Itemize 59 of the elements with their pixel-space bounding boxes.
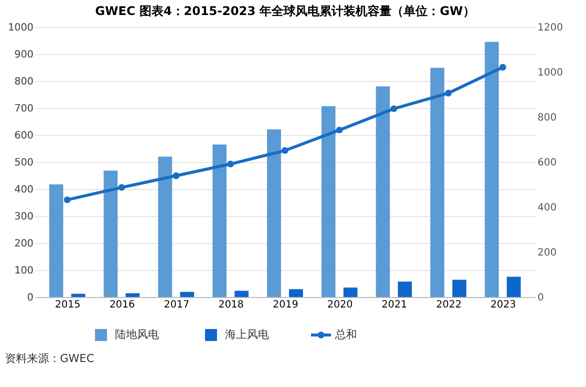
y-tick-label: 500 [14,158,34,168]
y-tick-label: 100 [14,266,34,276]
point [390,105,398,112]
x-tick-label: 2017 [164,300,190,310]
y-tick-label: 700 [14,104,34,114]
legend-label: 陆地风电 [115,328,159,341]
y2-tick-label: 400 [538,202,557,214]
y-tick-label: 800 [14,76,34,88]
y2-tick-label: 600 [538,158,557,168]
y2-tick-label: 1200 [538,22,563,34]
bar [71,294,86,297]
bar [234,290,249,297]
bar [104,170,118,297]
bar [180,292,194,297]
y-tick-label: 900 [14,50,34,60]
point [64,196,71,204]
x-tick-label: 2022 [436,300,462,310]
y-tick-label: 600 [14,130,34,142]
point [172,172,180,180]
bar [158,156,172,297]
bar [126,293,140,297]
point [118,184,126,191]
bar [321,106,336,297]
x-tick-label: 2023 [490,300,516,310]
bar [398,282,412,297]
y2-tick-label: 200 [538,248,557,258]
legend-label: 海上风电 [225,328,269,341]
bar [212,144,227,297]
y-tick-label: 200 [14,238,34,250]
x-tick-label: 2015 [54,300,80,310]
x-tick-label: 2021 [382,300,408,310]
chart-title: GWEC 图表4：2015-2023 年全球风电累计装机容量（单位：GW） [95,4,475,18]
y-tick-label: 1000 [8,22,34,34]
point [336,126,343,134]
text: 资料来源：GWEC [5,352,94,365]
bar [289,289,303,297]
bar [343,288,358,297]
x-tick-label: 2019 [272,300,298,310]
point [444,90,452,96]
y-tick-label: 400 [14,184,34,196]
bar [506,276,521,297]
bar [267,129,281,297]
bar [484,42,499,297]
x-tick-label: 2016 [109,300,135,310]
bar [49,184,64,297]
y2-tick-label: 1000 [538,68,563,78]
y2-tick-label: 0 [538,292,544,304]
point [499,64,506,71]
bar [452,280,466,297]
x-tick-label: 2018 [218,300,244,310]
point [282,147,288,154]
y-tick-label: 300 [14,212,34,222]
bar [376,86,390,297]
bar [430,68,444,297]
x-tick-label: 2020 [327,300,353,310]
y2-tick-label: 800 [538,112,557,124]
point [227,160,234,168]
legend-label: 总和 [334,328,357,341]
y-tick-label: 0 [27,292,34,304]
